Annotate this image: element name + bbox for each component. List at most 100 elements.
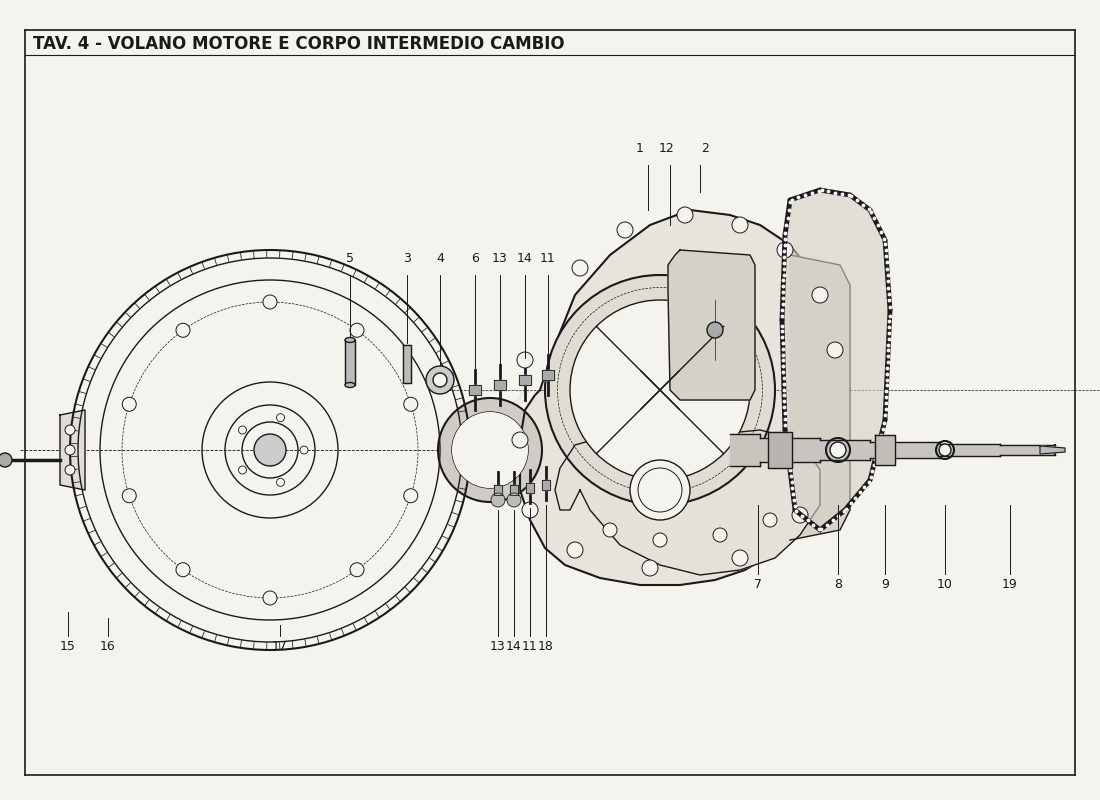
Circle shape (404, 489, 418, 502)
Circle shape (642, 560, 658, 576)
Polygon shape (526, 483, 534, 493)
Circle shape (544, 275, 776, 505)
Polygon shape (556, 430, 820, 575)
Polygon shape (519, 375, 531, 385)
Polygon shape (870, 442, 940, 458)
Circle shape (572, 260, 588, 276)
Ellipse shape (345, 382, 355, 387)
Text: 6: 6 (471, 252, 478, 265)
Text: 11: 11 (540, 252, 556, 265)
Ellipse shape (345, 338, 355, 342)
Text: 19: 19 (1002, 578, 1018, 591)
Text: 14: 14 (506, 640, 521, 653)
Polygon shape (668, 250, 755, 400)
Text: 9: 9 (881, 578, 889, 591)
Polygon shape (60, 410, 85, 490)
Polygon shape (940, 444, 1000, 456)
Circle shape (65, 425, 75, 435)
Circle shape (939, 444, 952, 456)
Circle shape (653, 533, 667, 547)
Circle shape (426, 366, 454, 394)
Circle shape (491, 493, 505, 507)
Circle shape (276, 478, 285, 486)
Circle shape (176, 562, 190, 577)
Circle shape (263, 591, 277, 605)
Polygon shape (520, 210, 850, 585)
Polygon shape (469, 385, 481, 395)
Polygon shape (730, 434, 760, 466)
Circle shape (0, 453, 12, 467)
Circle shape (827, 342, 843, 358)
Circle shape (122, 398, 136, 411)
Circle shape (617, 222, 632, 238)
Circle shape (276, 414, 285, 422)
Text: 14: 14 (517, 252, 532, 265)
Circle shape (452, 412, 528, 488)
Text: 5: 5 (346, 252, 354, 265)
Circle shape (507, 493, 521, 507)
Polygon shape (542, 370, 554, 380)
Circle shape (176, 323, 190, 338)
Circle shape (433, 373, 447, 387)
Circle shape (707, 322, 723, 338)
Circle shape (830, 442, 846, 458)
Circle shape (603, 523, 617, 537)
Circle shape (350, 562, 364, 577)
Circle shape (254, 434, 286, 466)
Circle shape (777, 242, 793, 258)
Polygon shape (790, 255, 850, 540)
Circle shape (300, 446, 308, 454)
Polygon shape (542, 480, 550, 490)
Text: 8: 8 (834, 578, 842, 591)
Circle shape (763, 513, 777, 527)
Circle shape (263, 295, 277, 309)
Circle shape (350, 323, 364, 338)
Circle shape (713, 528, 727, 542)
Circle shape (566, 542, 583, 558)
Text: 11: 11 (522, 640, 538, 653)
Text: 13: 13 (492, 252, 508, 265)
Polygon shape (345, 340, 355, 385)
Circle shape (817, 442, 833, 458)
Circle shape (65, 465, 75, 475)
Circle shape (438, 398, 542, 502)
Text: 17: 17 (272, 640, 288, 653)
Polygon shape (494, 485, 502, 495)
Circle shape (404, 398, 418, 411)
Circle shape (732, 550, 748, 566)
Circle shape (122, 489, 136, 502)
Text: 13: 13 (491, 640, 506, 653)
Polygon shape (782, 190, 890, 530)
Circle shape (239, 426, 246, 434)
Circle shape (792, 507, 808, 523)
Circle shape (65, 445, 75, 455)
Circle shape (676, 207, 693, 223)
Polygon shape (510, 485, 518, 495)
Circle shape (732, 217, 748, 233)
Text: 10: 10 (937, 578, 953, 591)
Text: 16: 16 (100, 640, 116, 653)
Circle shape (517, 352, 534, 368)
Circle shape (512, 432, 528, 448)
Polygon shape (1000, 445, 1055, 455)
Polygon shape (768, 432, 792, 468)
Text: 18: 18 (538, 640, 554, 653)
Circle shape (812, 287, 828, 303)
Polygon shape (874, 435, 895, 465)
Polygon shape (820, 440, 870, 460)
Circle shape (630, 460, 690, 520)
Polygon shape (494, 380, 506, 390)
Polygon shape (760, 438, 820, 462)
Text: 15: 15 (60, 640, 76, 653)
Circle shape (570, 300, 750, 480)
Polygon shape (403, 345, 411, 383)
Text: TAV. 4 - VOLANO MOTORE E CORPO INTERMEDIO CAMBIO: TAV. 4 - VOLANO MOTORE E CORPO INTERMEDI… (33, 35, 564, 53)
Text: 2: 2 (701, 142, 708, 155)
Circle shape (522, 502, 538, 518)
Circle shape (239, 466, 246, 474)
Text: 7: 7 (754, 578, 762, 591)
Text: 1: 1 (636, 142, 644, 155)
Text: 4: 4 (436, 252, 444, 265)
Polygon shape (1040, 446, 1065, 454)
Text: 3: 3 (403, 252, 411, 265)
